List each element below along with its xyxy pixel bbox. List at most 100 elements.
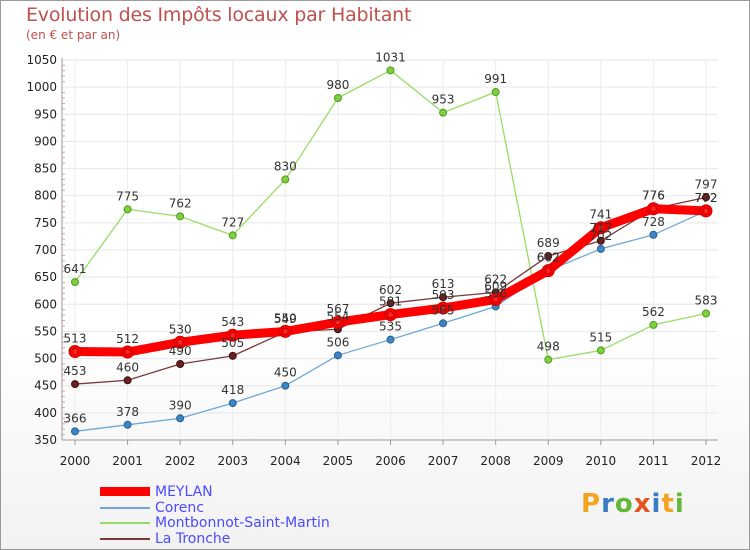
data-label: 702	[589, 229, 612, 243]
x-tick-label: 2008	[480, 454, 511, 468]
data-point-inner	[334, 318, 342, 326]
data-point	[386, 66, 395, 75]
data-label: 689	[537, 236, 560, 250]
data-point	[333, 94, 342, 102]
x-tick-label: 2002	[165, 454, 196, 468]
x-tick-label: 2009	[533, 454, 564, 468]
data-label: 772	[695, 191, 718, 205]
data-label: 772	[695, 191, 718, 205]
data-point-inner	[124, 348, 131, 356]
data-label: 390	[169, 398, 192, 412]
data-label: 727	[221, 215, 244, 229]
data-point	[228, 231, 237, 240]
data-label: 460	[116, 360, 139, 374]
legend-item: Corenc	[100, 500, 400, 516]
data-label: 762	[169, 196, 192, 210]
data-point	[176, 212, 185, 221]
data-point	[596, 346, 605, 355]
data-label: 776	[642, 189, 665, 203]
data-label: 953	[432, 93, 455, 107]
data-label: 1031	[375, 50, 406, 64]
data-label: 797	[695, 177, 718, 191]
proxiti-logo: Proxiti	[581, 489, 685, 519]
data-label: 450	[274, 366, 297, 380]
data-label: 662	[537, 251, 560, 265]
data-point-inner	[597, 224, 605, 232]
data-point	[333, 351, 342, 360]
data-label: 453	[64, 364, 87, 378]
x-tick-label: 2005	[323, 454, 354, 468]
x-tick-label: 2004	[270, 454, 301, 468]
data-point	[544, 251, 553, 260]
data-label: 490	[169, 344, 192, 358]
data-label: 554	[326, 309, 349, 323]
data-point	[649, 320, 658, 329]
data-point	[386, 299, 395, 308]
x-tick-label: 2011	[638, 454, 669, 468]
data-point	[649, 230, 658, 239]
y-tick-label: 650	[34, 270, 57, 284]
data-point	[71, 380, 79, 389]
legend-swatch	[100, 506, 150, 509]
data-label: 717	[589, 221, 612, 235]
data-point-inner	[176, 338, 184, 346]
x-tick-label: 2010	[586, 454, 617, 468]
y-tick-label: 350	[34, 433, 57, 447]
data-label: 613	[432, 277, 455, 291]
x-tick-label: 2001	[112, 454, 143, 468]
data-label: 609	[484, 279, 507, 293]
data-point	[123, 376, 132, 385]
chart-subtitle: (en € et par an)	[26, 28, 121, 42]
data-label: 418	[221, 383, 244, 397]
logo-letter: i	[651, 489, 662, 519]
data-label: 641	[64, 262, 87, 276]
legend-swatch	[100, 537, 150, 540]
y-tick-label: 750	[34, 216, 57, 230]
legend-item: MEYLAN	[100, 484, 400, 500]
x-tick-label: 2007	[428, 454, 459, 468]
data-point	[439, 319, 448, 328]
y-tick-label: 500	[34, 352, 57, 366]
grid-lines	[62, 59, 718, 441]
data-label: 776	[642, 189, 665, 203]
data-point	[228, 399, 237, 408]
data-point	[71, 427, 79, 436]
axes: 350 400 450 500 550 600 650 700 750 800 850 900 950 1…	[26, 53, 721, 468]
x-tick-label: 2006	[375, 454, 406, 468]
data-label: 530	[169, 322, 192, 336]
data-point-inner	[650, 205, 657, 213]
data-point	[386, 335, 395, 344]
data-point	[123, 205, 132, 214]
data-label: 593	[432, 288, 455, 302]
x-tick-label: 2003	[217, 454, 248, 468]
data-point-inner	[439, 304, 447, 312]
data-point	[491, 88, 500, 97]
x-tick-label: 2012	[691, 454, 722, 468]
legend-swatch	[100, 487, 150, 496]
data-label: 775	[116, 189, 139, 203]
data-label: 512	[116, 332, 139, 346]
data-label: 567	[326, 302, 349, 316]
legend-item: La Tronche	[100, 531, 400, 547]
data-point	[544, 355, 553, 364]
data-point	[702, 193, 710, 202]
data-label: 543	[221, 315, 244, 329]
y-tick-label: 900	[34, 134, 57, 148]
x-tick-label: 2000	[60, 454, 91, 468]
data-point-inner	[492, 295, 500, 303]
data-label: 562	[642, 305, 665, 319]
logo-letter: i	[674, 489, 685, 519]
data-label: 366	[64, 411, 87, 425]
legend-item: Montbonnot-Saint-Martin	[100, 515, 400, 531]
y-tick-label: 800	[34, 189, 57, 203]
logo-letter: t	[661, 489, 675, 519]
y-tick-label: 600	[34, 297, 57, 311]
y-tick-label: 700	[34, 243, 57, 257]
y-tick-label: 400	[34, 406, 57, 420]
legend-swatch	[100, 522, 150, 524]
data-point-inner	[281, 328, 289, 335]
data-point-inner	[71, 348, 79, 355]
data-point	[123, 420, 132, 429]
y-tick-label: 850	[34, 162, 57, 176]
